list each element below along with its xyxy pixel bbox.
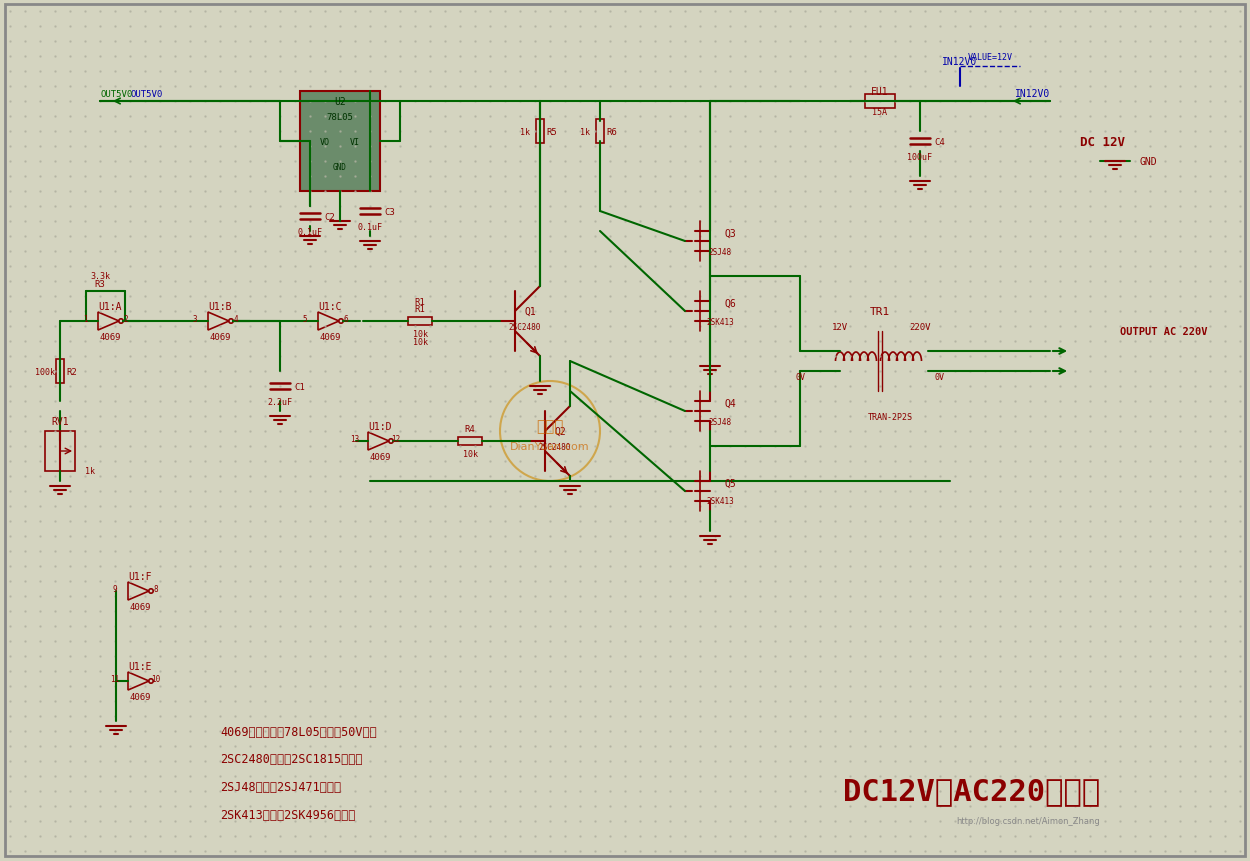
Text: RV1: RV1 (51, 417, 69, 426)
Text: Q3: Q3 (724, 229, 736, 238)
Text: 0V: 0V (935, 372, 945, 381)
Text: 6: 6 (344, 314, 349, 323)
Text: C4: C4 (935, 138, 945, 146)
Text: 11: 11 (110, 673, 120, 683)
Text: U1:F: U1:F (129, 572, 151, 581)
Bar (56, 360, 64, 383)
Text: FU1: FU1 (871, 87, 889, 97)
Text: 2: 2 (124, 314, 129, 323)
Text: C2: C2 (325, 213, 335, 221)
Text: 4069: 4069 (319, 332, 341, 341)
Text: 2SJ48可以用2SJ471来代替: 2SJ48可以用2SJ471来代替 (220, 781, 341, 794)
Text: 2SK413: 2SK413 (706, 497, 734, 506)
Text: 10k: 10k (412, 329, 428, 338)
Text: 100k: 100k (35, 367, 55, 376)
Text: GND: GND (332, 163, 348, 171)
Text: 电源网: 电源网 (536, 419, 564, 434)
Text: R1: R1 (415, 305, 425, 314)
Text: R4: R4 (465, 425, 475, 434)
Text: http://blog.csdn.net/Aimon_Zhang: http://blog.csdn.net/Aimon_Zhang (956, 816, 1100, 826)
Text: 2SK413可以用2SK4956来代替: 2SK413可以用2SK4956来代替 (220, 808, 355, 821)
Text: GND: GND (1140, 157, 1158, 167)
Text: IN12V0: IN12V0 (942, 57, 978, 67)
Bar (865, 95, 895, 108)
Text: C3: C3 (385, 208, 395, 216)
Text: 78L05: 78L05 (326, 113, 354, 121)
Text: 2.2uF: 2.2uF (268, 397, 292, 406)
Text: 9: 9 (112, 584, 118, 593)
Text: 2SK413: 2SK413 (706, 317, 734, 326)
Text: TRAN-2P2S: TRAN-2P2S (867, 412, 912, 421)
Text: U1:D: U1:D (369, 422, 391, 431)
Text: 4069的电源使用78L05输出的50V供电: 4069的电源使用78L05输出的50V供电 (220, 725, 376, 738)
Text: OUT5V0: OUT5V0 (130, 90, 162, 98)
Text: 4: 4 (234, 314, 239, 323)
Text: 15A: 15A (872, 108, 887, 116)
Text: 2SJ48: 2SJ48 (709, 417, 731, 426)
Text: Q5: Q5 (724, 479, 736, 488)
Text: Q4: Q4 (724, 399, 736, 408)
Text: 3: 3 (192, 314, 198, 323)
Bar (45, 431, 75, 472)
Text: Q6: Q6 (724, 299, 736, 308)
Text: 4069: 4069 (129, 602, 151, 610)
Text: VO: VO (320, 138, 330, 146)
Bar (458, 437, 482, 445)
Text: 2SC2480: 2SC2480 (509, 322, 541, 331)
Text: R2: R2 (66, 367, 78, 376)
Text: 2SC2480可以用2SC1815来代替: 2SC2480可以用2SC1815来代替 (220, 753, 362, 765)
Text: DC 12V: DC 12V (1080, 135, 1125, 148)
Text: R5: R5 (546, 127, 558, 136)
Text: 4069: 4069 (369, 452, 391, 461)
Text: 0.1uF: 0.1uF (298, 227, 322, 236)
Text: 8: 8 (154, 584, 159, 593)
Text: R6: R6 (606, 127, 618, 136)
Text: 10: 10 (151, 673, 161, 683)
Text: OUTPUT AC 220V: OUTPUT AC 220V (1120, 326, 1208, 337)
Text: VI: VI (350, 138, 360, 146)
Bar (596, 120, 604, 144)
Text: TR1: TR1 (870, 307, 890, 317)
Text: 5: 5 (302, 314, 308, 323)
Text: 10k: 10k (412, 338, 428, 346)
Text: 1: 1 (82, 314, 88, 323)
Text: 12V: 12V (832, 322, 848, 331)
Text: Q2: Q2 (554, 426, 566, 437)
Text: U1:C: U1:C (319, 301, 341, 312)
Text: U1:A: U1:A (99, 301, 121, 312)
Text: Q1: Q1 (524, 307, 536, 317)
Bar (300, 92, 380, 192)
Text: 4069: 4069 (129, 691, 151, 701)
Text: R3: R3 (95, 279, 105, 288)
Text: R1: R1 (415, 297, 425, 307)
Text: 10k: 10k (462, 449, 478, 458)
Text: 1k: 1k (580, 127, 590, 136)
Text: 0.1uF: 0.1uF (357, 222, 382, 232)
Bar (408, 318, 432, 325)
Text: 2SJ48: 2SJ48 (709, 247, 731, 257)
Text: 0V: 0V (795, 372, 805, 381)
Text: DC12V到AC220逆变器: DC12V到AC220逆变器 (842, 777, 1100, 806)
Text: 220V: 220V (909, 322, 931, 331)
Text: 12: 12 (391, 434, 401, 443)
Text: IN12V0: IN12V0 (1015, 89, 1050, 99)
Text: 1k: 1k (520, 127, 530, 136)
Text: 1k: 1k (85, 467, 95, 476)
Text: 3.3k: 3.3k (90, 271, 110, 280)
Text: U1:E: U1:E (129, 661, 151, 672)
Bar (536, 120, 544, 144)
Text: U1:B: U1:B (209, 301, 231, 312)
Text: 13: 13 (350, 434, 360, 443)
Text: OUT5V0: OUT5V0 (100, 90, 132, 98)
Text: 100uF: 100uF (908, 152, 932, 161)
Text: C1: C1 (295, 382, 305, 391)
Text: U2: U2 (334, 97, 346, 107)
Text: 4069: 4069 (209, 332, 231, 341)
Text: DianYuan.com: DianYuan.com (510, 442, 590, 451)
Text: 4069: 4069 (99, 332, 121, 341)
Text: 2SC2480: 2SC2480 (539, 442, 571, 451)
Text: VALUE=12V: VALUE=12V (968, 53, 1012, 61)
